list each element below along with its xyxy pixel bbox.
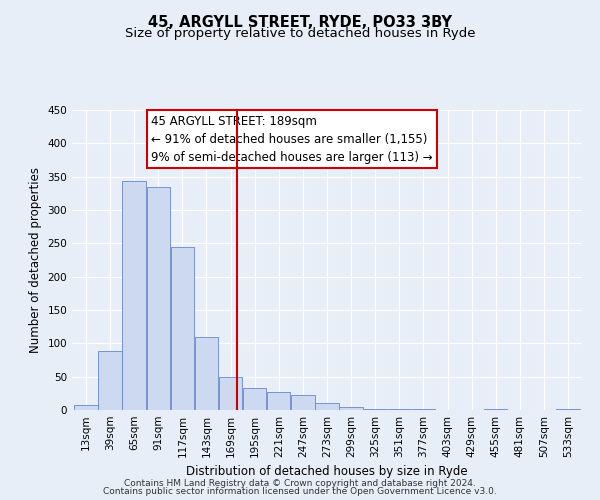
Bar: [316, 404, 338, 410]
Bar: [364, 408, 387, 410]
Bar: [243, 388, 266, 410]
Text: 45 ARGYLL STREET: 189sqm
← 91% of detached houses are smaller (1,155)
9% of semi: 45 ARGYLL STREET: 189sqm ← 91% of detach…: [151, 114, 433, 164]
Bar: [195, 336, 218, 410]
Bar: [74, 406, 98, 410]
Bar: [267, 392, 290, 410]
Text: Size of property relative to detached houses in Ryde: Size of property relative to detached ho…: [125, 28, 475, 40]
Bar: [98, 352, 122, 410]
Text: 45, ARGYLL STREET, RYDE, PO33 3BY: 45, ARGYLL STREET, RYDE, PO33 3BY: [148, 15, 452, 30]
Bar: [170, 246, 194, 410]
Bar: [146, 186, 170, 410]
X-axis label: Distribution of detached houses by size in Ryde: Distribution of detached houses by size …: [186, 466, 468, 478]
Y-axis label: Number of detached properties: Number of detached properties: [29, 167, 42, 353]
Text: Contains public sector information licensed under the Open Government Licence v3: Contains public sector information licen…: [103, 487, 497, 496]
Text: Contains HM Land Registry data © Crown copyright and database right 2024.: Contains HM Land Registry data © Crown c…: [124, 478, 476, 488]
Bar: [122, 182, 146, 410]
Bar: [219, 376, 242, 410]
Bar: [340, 406, 363, 410]
Bar: [291, 396, 314, 410]
Bar: [388, 408, 411, 410]
